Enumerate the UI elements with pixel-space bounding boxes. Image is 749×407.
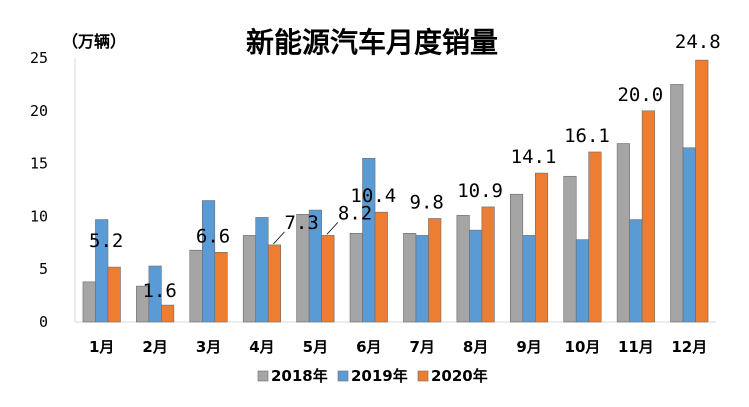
- bar-2018年-1月: [82, 281, 96, 323]
- data-label: 8.2: [338, 202, 372, 224]
- bar-2020年-1月: [107, 266, 121, 323]
- bar-2018年-8月: [456, 215, 470, 323]
- bar-2020年-4月: [267, 244, 282, 323]
- y-tick-label: 10: [30, 207, 48, 225]
- bar-2020年-8月: [481, 206, 495, 323]
- bar-2019年-6月: [362, 158, 376, 323]
- y-tick-label: 20: [30, 102, 48, 120]
- bar-2020年-11月: [641, 110, 655, 323]
- category-label: 10月: [565, 338, 601, 356]
- bar-2018年-4月: [242, 235, 257, 323]
- bar-2020年-9月: [534, 172, 549, 323]
- bar-2019年-10月: [575, 239, 590, 323]
- data-label: 10.9: [457, 180, 503, 202]
- unit-label: （万辆）: [62, 32, 126, 51]
- category-label: 11月: [618, 338, 654, 356]
- data-label: 10.4: [350, 185, 396, 207]
- category-label: 1月: [89, 338, 114, 356]
- bar-2018年-10月: [563, 175, 577, 323]
- bar-2019年-8月: [469, 229, 483, 323]
- y-tick-labels: 0 5 10 15 20 25: [30, 49, 48, 331]
- data-label: 14.1: [511, 146, 557, 168]
- bars: [82, 59, 709, 323]
- bar-2019年-9月: [522, 235, 536, 323]
- data-label: 6.6: [196, 225, 230, 247]
- data-label: 9.8: [410, 192, 444, 214]
- category-label: 12月: [671, 338, 707, 356]
- category-label: 2月: [142, 338, 167, 356]
- legend: 2018年 2019年 2020年: [257, 367, 488, 385]
- bar-2018年-6月: [349, 233, 363, 323]
- category-label: 4月: [249, 338, 274, 356]
- bar-2018年-11月: [616, 143, 630, 323]
- bar-2018年-3月: [189, 249, 203, 323]
- y-tick-label: 15: [30, 155, 48, 173]
- legend-label: 2018年: [271, 367, 328, 385]
- data-label: 16.1: [564, 125, 610, 147]
- category-label: 6月: [356, 338, 381, 356]
- data-label: 5.2: [89, 230, 123, 252]
- bar-2020年-5月: [321, 235, 335, 323]
- data-label-leader: [273, 231, 285, 245]
- bar-2020年-2月: [161, 304, 175, 323]
- bar-2020年-10月: [588, 151, 602, 323]
- legend-swatch: [257, 370, 269, 382]
- bar-2020年-6月: [374, 211, 388, 323]
- y-tick-label: 0: [39, 313, 48, 331]
- bar-2020年-3月: [214, 252, 228, 323]
- data-label: 7.3: [284, 212, 318, 234]
- bar-2019年-11月: [629, 219, 643, 323]
- category-label: 7月: [409, 338, 434, 356]
- bar-2019年-7月: [415, 235, 429, 323]
- bar-2019年-3月: [201, 200, 216, 323]
- category-label: 3月: [196, 338, 221, 356]
- legend-swatch: [337, 370, 349, 382]
- bar-2020年-7月: [428, 218, 442, 323]
- data-labels: 5.2 1.6 6.6 7.3 8.210.4 9.8 10.9 14.1 16.1 20.0 24…: [89, 31, 721, 302]
- legend-label: 2020年: [431, 367, 488, 385]
- data-label: 1.6: [142, 280, 176, 302]
- bar-2019年-12月: [682, 147, 696, 323]
- bar-2018年-12月: [670, 84, 684, 323]
- category-label: 9月: [516, 338, 541, 356]
- chart-title: 新能源汽车月度销量: [246, 26, 498, 59]
- bar-2018年-9月: [509, 193, 524, 323]
- bar-2019年-2月: [148, 265, 162, 323]
- category-labels: 1月 2月 3月 4月 5月 6月 7月 8月 9月 10月 11月 12月: [89, 338, 707, 356]
- bar-2018年-7月: [403, 233, 417, 323]
- y-tick-label: 5: [39, 260, 48, 278]
- bar-2020年-12月: [695, 59, 709, 323]
- bar-2019年-4月: [255, 217, 269, 323]
- legend-swatch: [417, 370, 429, 382]
- category-label: 8月: [463, 338, 488, 356]
- data-label: 20.0: [617, 84, 663, 106]
- legend-label: 2019年: [351, 367, 408, 385]
- data-label: 24.8: [675, 31, 721, 53]
- y-tick-label: 25: [30, 49, 48, 67]
- data-label-leader: [326, 222, 339, 235]
- category-label: 5月: [303, 338, 328, 356]
